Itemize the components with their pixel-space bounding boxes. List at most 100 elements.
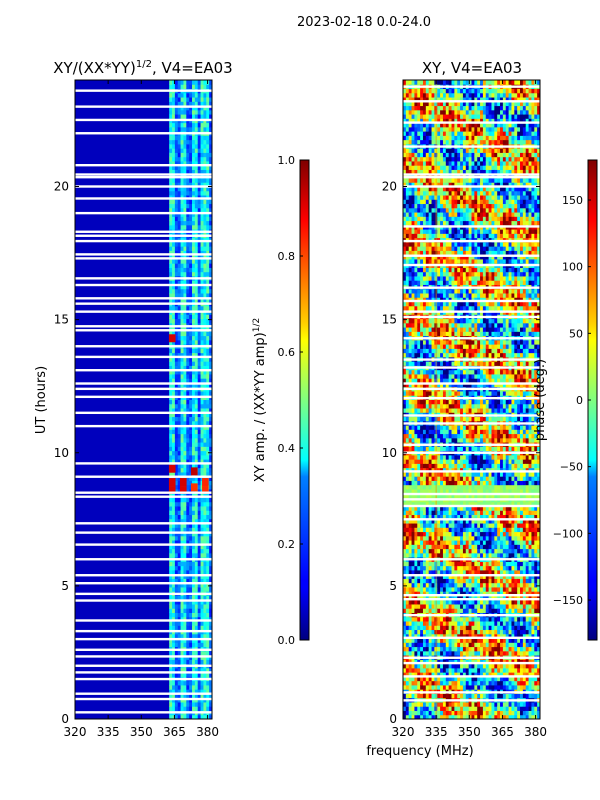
amplitude-cell	[183, 348, 187, 354]
phase-cell	[414, 459, 418, 464]
phase-cell	[437, 118, 441, 124]
phase-cell	[428, 241, 433, 247]
amplitude-cell	[203, 80, 207, 85]
phase-cell	[437, 212, 441, 217]
amplitude-cell	[169, 548, 173, 554]
phase-cell	[408, 714, 413, 720]
amplitude-cell	[197, 595, 202, 601]
phase-cell	[411, 135, 415, 141]
amplitude-cell	[209, 540, 213, 545]
phase-cell	[417, 706, 421, 711]
amplitude-cell	[169, 139, 173, 145]
amplitude-cell	[174, 365, 179, 371]
phase-cell	[411, 595, 415, 601]
phase-cell	[431, 471, 435, 477]
phase-cell	[414, 599, 418, 605]
phase-cell	[405, 182, 410, 187]
amplitude-cell	[177, 267, 182, 273]
phase-cell	[405, 203, 410, 209]
phase-cell	[420, 241, 424, 247]
amplitude-cell	[197, 241, 202, 247]
amplitude-cell	[172, 156, 176, 162]
amplitude-cell	[192, 339, 196, 345]
phase-cell	[408, 463, 413, 469]
amplitude-cell	[200, 399, 204, 405]
phase-cell	[445, 139, 450, 145]
amplitude-cell	[203, 425, 207, 430]
phase-cell	[425, 216, 430, 222]
phase-cell	[420, 118, 424, 124]
amplitude-cell	[177, 425, 182, 430]
phase-cell	[448, 109, 453, 115]
amplitude-cell	[169, 544, 173, 550]
phase-cell	[442, 608, 447, 613]
phase-cell	[414, 305, 418, 311]
amplitude-cell	[186, 156, 190, 162]
amplitude-cell	[194, 672, 199, 677]
amplitude-cell	[186, 633, 190, 639]
amplitude-cell	[203, 143, 207, 149]
phase-cell	[445, 488, 450, 494]
phase-cell	[442, 92, 447, 98]
phase-cell	[448, 501, 453, 507]
phase-cell	[431, 578, 435, 584]
phase-cell	[431, 109, 435, 115]
phase-cell	[405, 339, 410, 345]
amplitude-cell	[200, 203, 204, 209]
amplitude-cell	[186, 612, 190, 618]
phase-cell	[425, 531, 430, 537]
amplitude-cell	[192, 169, 196, 175]
phase-cell	[414, 684, 418, 690]
amplitude-cell	[194, 143, 199, 149]
amplitude-cell	[197, 488, 202, 494]
phase-cell	[420, 454, 424, 460]
amplitude-cell	[203, 561, 207, 567]
phase-cell	[403, 139, 407, 145]
phase-cell	[440, 331, 444, 337]
amplitude-cell	[186, 267, 190, 273]
amplitude-gap-line	[75, 310, 212, 313]
amplitude-cell	[189, 126, 193, 132]
phase-cell	[403, 348, 407, 354]
phase-cell	[408, 701, 413, 707]
amplitude-cell	[197, 638, 202, 643]
phase-cell	[403, 471, 407, 477]
amplitude-cell	[203, 706, 207, 711]
amplitude-cell	[183, 714, 187, 720]
phase-cell	[440, 382, 444, 388]
phase-cell	[422, 216, 427, 222]
phase-cell	[442, 271, 447, 277]
amplitude-cell	[197, 684, 202, 690]
amplitude-cell	[197, 561, 202, 567]
phase-cell	[437, 378, 441, 383]
amplitude-cell	[174, 293, 179, 298]
amplitude-cell	[194, 497, 199, 503]
amplitude-cell	[186, 574, 190, 579]
phase-cell	[431, 582, 435, 588]
amplitude-cell	[180, 297, 184, 303]
phase-cell	[431, 114, 435, 119]
amplitude-cell	[192, 390, 196, 396]
amplitude-cell	[206, 258, 210, 264]
amplitude-cell	[189, 241, 193, 247]
amplitude-cell	[200, 390, 204, 396]
phase-cell	[425, 616, 430, 622]
phase-cell	[411, 425, 415, 430]
amplitude-cell	[169, 280, 173, 285]
phase-cell	[425, 250, 430, 256]
phase-cell	[422, 591, 427, 596]
phase-cell	[417, 241, 421, 247]
phase-cell	[445, 331, 450, 337]
amplitude-cell	[183, 506, 187, 511]
amplitude-cell	[174, 263, 179, 268]
phase-cell	[431, 493, 435, 498]
phase-cell	[437, 672, 441, 677]
amplitude-cell	[186, 425, 190, 430]
phase-cell	[425, 608, 430, 613]
phase-cell	[411, 267, 415, 273]
amplitude-cell	[200, 92, 204, 98]
phase-cell	[448, 591, 453, 596]
phase-cell	[414, 322, 418, 328]
phase-cell	[411, 271, 415, 277]
phase-cell	[440, 403, 444, 409]
